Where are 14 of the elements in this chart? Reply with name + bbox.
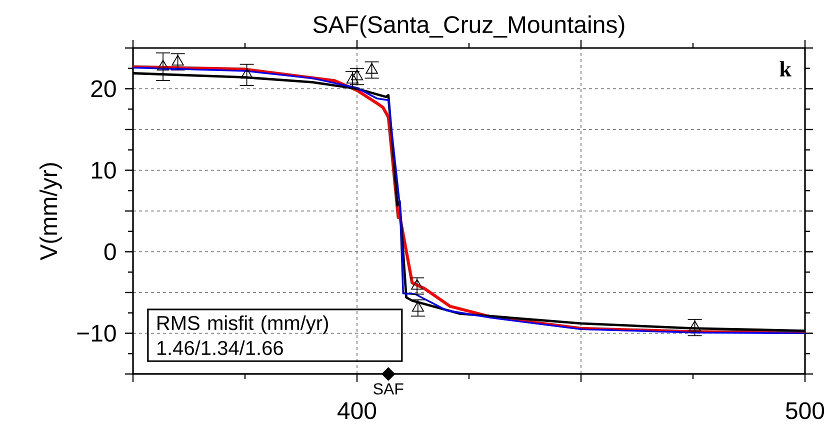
x-tick-label: 500 [786,402,824,420]
annotation: RMS misfit (mm/yr) [158,315,328,334]
chart-title: SAF(Santa_Cruz_Mountains) [313,15,624,38]
annotation: SAF [374,383,404,395]
y-axis-title: V(mm/yr) [40,163,62,260]
point [156,60,170,70]
y-tick-label: 20 [91,80,116,98]
y-tick-label: 10 [92,162,116,179]
y-tick-label: −10 [77,324,116,342]
x-tick-label: 400 [338,402,376,420]
annotation: k [780,61,792,76]
annotation: 1.46/1.34/1.66 [157,340,283,356]
point [240,68,253,79]
y-tick-label: 0 [104,243,116,260]
